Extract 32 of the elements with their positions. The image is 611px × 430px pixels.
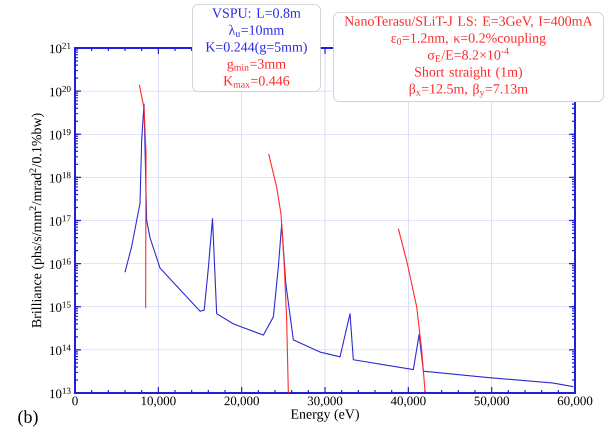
text: VSPU: L=0.8m <box>212 8 301 18</box>
annotation: Short straight (1m) <box>415 66 522 80</box>
annotation: σ$_{E}$/E=8.2×10$^{-4}$ <box>428 48 509 62</box>
y-tick-label: 10$^{15}$ <box>50 302 71 312</box>
annotation: β$_{x}$=12.5m, β$_{y}$=7.13m <box>410 84 528 98</box>
line-series <box>138 84 147 309</box>
y-tick-label: 10$^{19}$ <box>50 129 71 140</box>
text: λ$_{u}$=10mm <box>228 24 284 37</box>
line-series <box>268 153 289 393</box>
y-tick-label: 10$^{20}$ <box>50 86 71 96</box>
y-tick-label: 10$^{13}$ <box>50 388 71 398</box>
x-tick-label: 20,000 <box>224 396 259 408</box>
y-tick-label: 10$^{14}$ <box>50 344 71 356</box>
y-axis-title: Brilliance (phs/s/mm$^{2}$/mrad$^{2}$/0.1%bw) <box>29 113 44 328</box>
x-tick-label: 10,000 <box>142 396 176 408</box>
text: NanoTerasu/SLiT-J LS: E=3GeV, I=400mA <box>344 16 592 28</box>
annotation: g$_{min}$=3mm <box>227 59 286 72</box>
x-axis-title: Energy (eV) <box>290 408 359 422</box>
y-tick-label: 10$^{16}$ <box>50 258 71 269</box>
x-tick-label: 40,000 <box>390 396 426 408</box>
line-series <box>398 228 426 392</box>
text: (b) <box>18 410 38 426</box>
y-tick-label: 10$^{18}$ <box>50 172 71 183</box>
x-tick-label: 30,000 <box>308 396 342 408</box>
text: ε$_{0}$=1.2nm, κ=0.2%coupling <box>391 32 546 46</box>
y-tick-label: 10$^{21}$ <box>50 42 70 54</box>
x-tick-label: 60,000 <box>558 396 592 408</box>
x-tick-label: 0 <box>72 396 78 406</box>
annotation: K$_{max}$=0.446 <box>223 76 290 88</box>
annotation: K=0.244(g=5mm) <box>206 42 307 55</box>
y-tick-label: 10$^{17}$ <box>50 215 71 226</box>
x-tick-label: 50,000 <box>474 396 509 408</box>
